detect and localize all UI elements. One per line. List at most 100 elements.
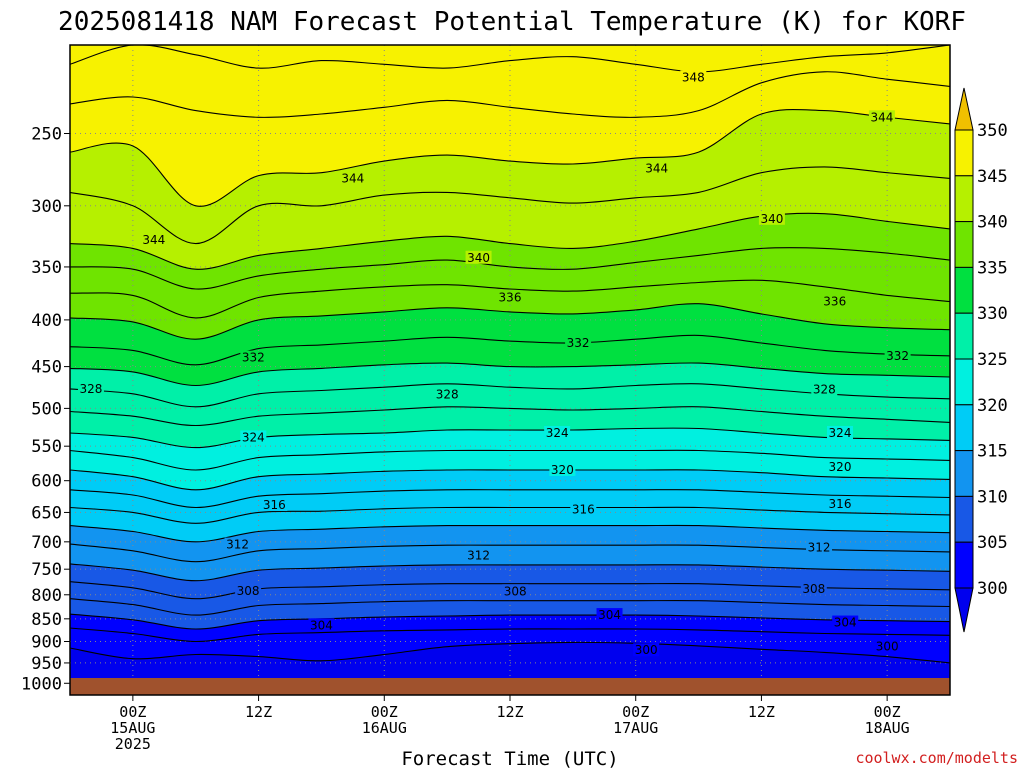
contour-label: 308 — [802, 582, 825, 596]
contour-label-bg — [140, 232, 167, 246]
contour-label-bg — [224, 537, 251, 551]
contour-318 — [70, 489, 950, 509]
contour-label: 304 — [834, 616, 857, 630]
contour-label-bg — [570, 502, 597, 516]
contour-332 — [70, 334, 950, 366]
contour-label: 344 — [341, 171, 364, 185]
contour-label: 344 — [645, 161, 668, 175]
colorbar-swatch — [954, 495, 974, 543]
contour-314 — [70, 524, 950, 543]
contour-306 — [70, 598, 950, 616]
colorbar-tick-label: 345 — [977, 167, 1008, 187]
y-tick-label: 650 — [31, 503, 62, 523]
x-tick-label: 00Z — [371, 703, 398, 721]
x-tick-label: 16AUG — [362, 719, 407, 737]
colorbar-swatch — [954, 175, 974, 223]
contour-label-bg — [339, 171, 366, 185]
contour-label: 344 — [142, 233, 165, 247]
contour-label-bg — [240, 350, 267, 364]
y-tick-label: 600 — [31, 472, 62, 492]
x-tick-label: 00Z — [874, 703, 901, 721]
contour-label: 304 — [310, 618, 333, 632]
contour-label: 332 — [242, 351, 265, 365]
contour-label-bg — [832, 615, 859, 629]
x-tick-label: 15AUG — [110, 719, 155, 737]
y-tick-label: 1000 — [21, 674, 62, 694]
y-tick-label: 950 — [31, 654, 62, 674]
colorbar-tick-label: 335 — [977, 258, 1008, 278]
contour-322 — [70, 449, 950, 471]
contour-label-bg — [827, 425, 853, 439]
contour-label-bg — [77, 381, 104, 395]
x-tick-label: 12Z — [245, 703, 272, 721]
contour-label-bg — [827, 460, 853, 474]
contour-label: 300 — [635, 643, 658, 657]
chart-title: 2025081418 NAM Forecast Potential Temper… — [58, 7, 966, 37]
y-tick-label: 900 — [31, 632, 62, 652]
contour-label: 340 — [467, 251, 490, 265]
y-tick-label: 800 — [31, 586, 62, 606]
y-tick-label: 300 — [31, 197, 62, 217]
contour-label: 308 — [237, 584, 260, 598]
y-tick-label: 450 — [31, 358, 62, 378]
contour-label: 348 — [682, 70, 705, 84]
colorbar-under-arrow — [954, 587, 974, 633]
contour-label: 324 — [546, 426, 569, 440]
contour-label: 328 — [436, 388, 459, 402]
x-tick-label: 12Z — [496, 703, 523, 721]
contour-312 — [70, 543, 950, 563]
colorbar-swatch — [954, 266, 974, 314]
y-tick-label: 550 — [31, 437, 62, 457]
colorbar-tick-label: 350 — [977, 121, 1008, 141]
contour-label: 328 — [813, 383, 836, 397]
contour-label: 332 — [886, 349, 909, 363]
colorbar-swatch — [954, 358, 974, 406]
contour-label: 316 — [572, 502, 595, 516]
contour-348 — [70, 45, 950, 73]
colorbar-tick-label: 325 — [977, 350, 1008, 370]
contour-302 — [70, 627, 950, 643]
colorbar-swatch — [954, 541, 974, 589]
contour-label: 328 — [79, 382, 102, 396]
contour-326 — [70, 406, 950, 427]
colorbar: 350 345 340 335 330 325 320 315 310 305 300 — [954, 87, 1008, 633]
contour-label-bg — [643, 161, 670, 175]
colorbar-swatch — [954, 221, 974, 268]
contour-label-bg — [811, 382, 838, 396]
y-tick-label: 350 — [31, 258, 62, 278]
contour-300 — [70, 641, 950, 664]
contour-label: 324 — [242, 430, 265, 444]
contour-310 — [70, 563, 950, 582]
y-tick-label: 750 — [31, 560, 62, 580]
filled-contours — [70, 45, 950, 695]
y-tick-label: 250 — [31, 124, 62, 144]
x-tick-label: 00Z — [119, 703, 146, 721]
y-tick-label: 400 — [31, 311, 62, 331]
contour-336 — [70, 279, 950, 319]
y-axis: 2503003504004505005506006507007508008509… — [21, 124, 70, 694]
contour-label: 332 — [567, 336, 590, 350]
colorbar-swatch — [954, 450, 974, 497]
contour-label-bg — [884, 348, 911, 362]
contour-label-bg — [235, 583, 262, 597]
colorbar-tick-label: 330 — [977, 304, 1008, 324]
x-tick-label: 12Z — [748, 703, 775, 721]
contour-label: 312 — [467, 549, 490, 563]
colorbar-tick-label: 320 — [977, 396, 1008, 416]
contour-label-bg — [827, 496, 853, 510]
colorbar-swatch — [954, 404, 974, 452]
contour-label-bg — [680, 70, 707, 84]
contour-label-bg — [596, 608, 623, 622]
contour-label: 320 — [551, 463, 574, 477]
colorbar-tick-label: 300 — [977, 579, 1008, 599]
contour-label-bg — [874, 639, 901, 653]
x-tick-label: 2025 — [115, 735, 151, 753]
plot-area: 348 344 344 344 344 340 340 336 336 332 332 332 328 3… — [70, 45, 950, 695]
credit-link[interactable]: coolwx.com/modelts — [855, 749, 1018, 767]
colorbar-tick-label: 340 — [977, 213, 1008, 233]
colorbar-over-arrow — [954, 87, 974, 131]
contour-label-bg — [502, 584, 529, 598]
contour-label: 336 — [823, 295, 846, 309]
